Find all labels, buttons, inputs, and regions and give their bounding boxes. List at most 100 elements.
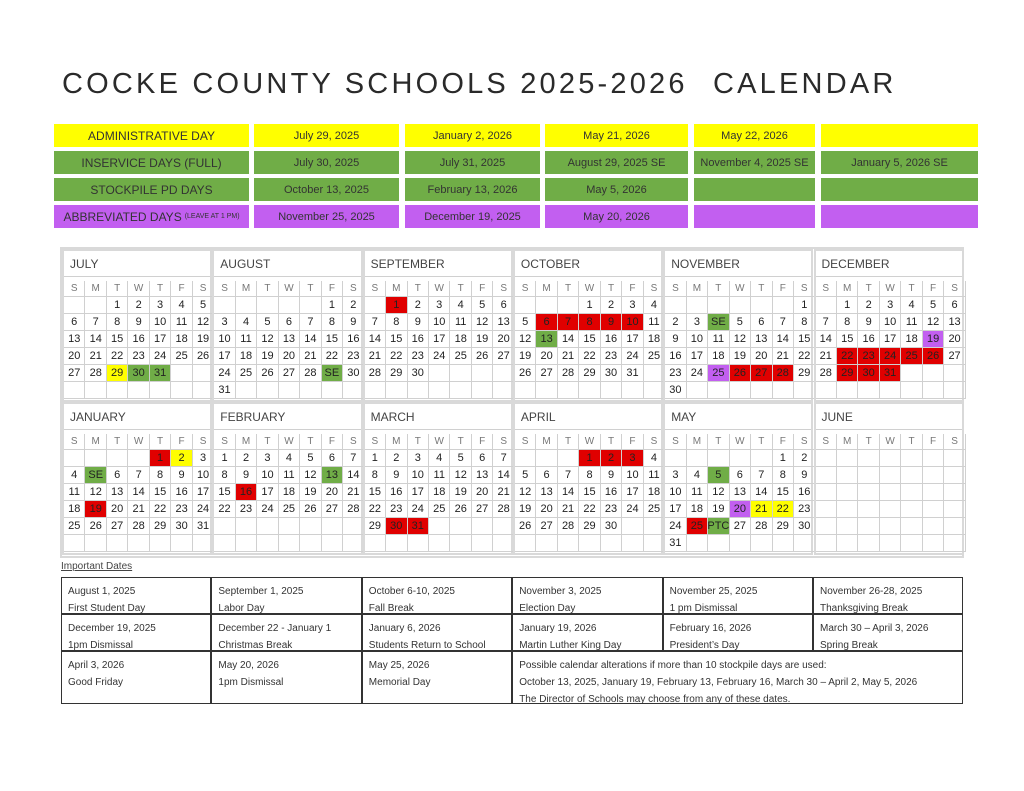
day-cell <box>922 501 945 518</box>
day-cell: 18 <box>643 331 666 348</box>
weekday: S <box>64 281 86 297</box>
month-name: APRIL <box>514 404 662 430</box>
day-cell: 16 <box>600 331 623 348</box>
day-cell: 27 <box>536 365 558 382</box>
weekday: W <box>579 281 601 297</box>
day-cell <box>493 382 515 399</box>
day-cell <box>729 535 752 552</box>
weekday: W <box>429 281 451 297</box>
day-cell: 18 <box>450 331 472 348</box>
day-cell: 18 <box>643 484 666 501</box>
weekday: S <box>643 281 666 297</box>
day-cell: 17 <box>622 331 644 348</box>
day-cell: 14 <box>815 331 837 348</box>
day-cell: 6 <box>944 297 966 314</box>
important-cell: February 16, 2026 President’s Day <box>662 614 813 651</box>
weekday: S <box>192 434 215 450</box>
day-cell: 8 <box>772 467 794 484</box>
day-cell <box>922 382 945 399</box>
day-cell: 16 <box>235 484 258 501</box>
month-name: MAY <box>665 404 812 430</box>
day-cell <box>257 382 279 399</box>
day-cell: 2 <box>386 450 408 467</box>
day-cell: 29 <box>579 518 601 535</box>
day-cell: 4 <box>643 297 666 314</box>
day-cell <box>407 535 429 552</box>
day-cell: 25 <box>235 365 258 382</box>
day-cell <box>300 518 322 535</box>
day-cell <box>471 535 494 552</box>
day-cell: 10 <box>686 331 709 348</box>
day-cell: 28 <box>557 518 580 535</box>
day-cell: 12 <box>514 331 537 348</box>
day-cell: 3 <box>429 297 451 314</box>
day-cell: 20 <box>106 501 129 518</box>
day-cell: 5 <box>257 314 279 331</box>
day-cell: 25 <box>901 348 923 365</box>
legend-cell: February 13, 2026 <box>405 178 540 201</box>
day-cell: 26 <box>257 365 279 382</box>
day-cell: 7 <box>751 467 773 484</box>
day-cell: 10 <box>879 314 902 331</box>
day-cell <box>450 382 472 399</box>
day-cell <box>85 535 107 552</box>
day-cell: 5 <box>450 450 472 467</box>
month-name: JANUARY <box>64 404 211 430</box>
day-cell: 20 <box>751 348 773 365</box>
day-cell: 31 <box>879 365 902 382</box>
day-cell: 17 <box>429 331 451 348</box>
day-cell: 19 <box>729 348 752 365</box>
day-cell <box>944 501 966 518</box>
day-cell: 27 <box>536 518 558 535</box>
weekday: T <box>901 281 923 297</box>
day-cell: 10 <box>407 467 429 484</box>
day-cell: 20 <box>493 331 515 348</box>
day-cell: 9 <box>171 467 193 484</box>
day-cell: 5 <box>708 467 730 484</box>
important-date: January 19, 2026 <box>519 623 597 634</box>
day-cell <box>321 382 344 399</box>
month: OCTOBER S M T W T F S 1 2 3 4 5 6 7 8 9 10 11 12 13 14 15 16 17 1… <box>512 249 666 402</box>
day-cell: 3 <box>686 314 709 331</box>
day-cell: 20 <box>536 348 558 365</box>
day-cell: 21 <box>364 348 387 365</box>
day-cell: 20 <box>471 484 494 501</box>
day-cell: 28 <box>772 365 794 382</box>
day-cell: 29 <box>386 365 408 382</box>
day-cell: 29 <box>364 518 387 535</box>
day-cell: 10 <box>622 314 644 331</box>
day-cell <box>901 365 923 382</box>
day-cell: 19 <box>450 484 472 501</box>
day-cell <box>729 297 752 314</box>
important-date: February 16, 2026 <box>669 623 752 634</box>
day-cell: 8 <box>794 314 816 331</box>
day-cell <box>815 501 837 518</box>
day-cell: 1 <box>836 297 859 314</box>
day-cell <box>106 535 129 552</box>
day-cell: 21 <box>85 348 107 365</box>
day-cell <box>407 382 429 399</box>
day-cell <box>493 535 515 552</box>
important-text: Memorial Day <box>368 677 431 688</box>
month-name: SEPTEMBER <box>364 251 511 277</box>
day-cell: 4 <box>278 450 301 467</box>
important-text: Martin Luther King Day <box>519 640 622 651</box>
day-cell: 7 <box>364 314 387 331</box>
important-cell: May 20, 2026 1pm Dismissal <box>211 651 362 704</box>
day-cell: 1 <box>579 297 601 314</box>
weekday: M <box>536 281 558 297</box>
day-cell: 26 <box>450 501 472 518</box>
day-cell: 13 <box>471 467 494 484</box>
day-cell <box>128 382 150 399</box>
day-cell: 12 <box>450 467 472 484</box>
day-cell: 22 <box>772 501 794 518</box>
day-cell <box>686 297 709 314</box>
legend-label-text: STOCKPILE PD DAYS <box>90 182 213 197</box>
day-cell: 30 <box>794 518 816 535</box>
month: NOVEMBER S M T W T F S 1 2 3 SE 5 6 7 8 9 10 11 12 13 14 15 16 1… <box>663 249 816 402</box>
weekday: W <box>128 434 150 450</box>
day-cell <box>708 450 730 467</box>
day-cell <box>300 297 322 314</box>
legend-cell: January 5, 2026 SE <box>821 151 978 174</box>
day-cell <box>471 518 494 535</box>
